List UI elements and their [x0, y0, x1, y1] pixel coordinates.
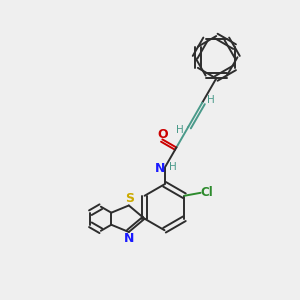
Text: Cl: Cl	[201, 186, 213, 199]
Text: H: H	[207, 95, 215, 105]
Text: N: N	[155, 162, 165, 175]
Text: H: H	[176, 125, 184, 135]
Text: N: N	[124, 232, 135, 245]
Text: H: H	[169, 162, 177, 172]
Text: O: O	[157, 128, 168, 141]
Text: S: S	[125, 193, 134, 206]
